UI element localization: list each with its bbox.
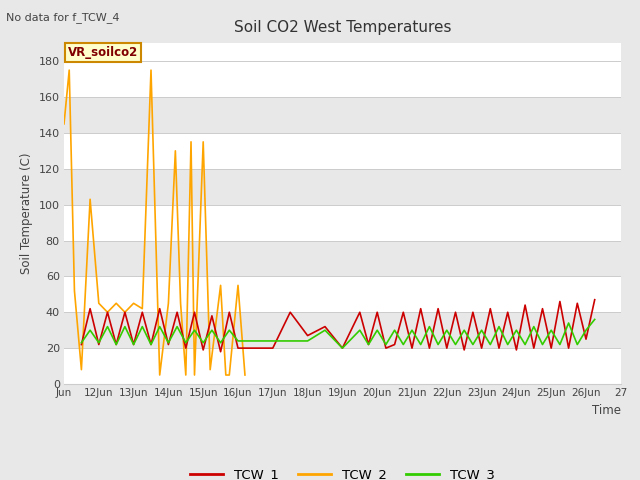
Y-axis label: Soil Temperature (C): Soil Temperature (C) (20, 153, 33, 275)
Title: Soil CO2 West Temperatures: Soil CO2 West Temperatures (234, 20, 451, 35)
Bar (64, 276, 621, 312)
X-axis label: Time: Time (592, 404, 621, 417)
Text: VR_soilco2: VR_soilco2 (67, 46, 138, 59)
Bar (64, 133, 621, 169)
Bar (64, 204, 621, 240)
Bar (64, 240, 621, 276)
Bar (64, 97, 621, 133)
Bar (64, 61, 621, 97)
Legend: TCW_1, TCW_2, TCW_3: TCW_1, TCW_2, TCW_3 (185, 463, 500, 480)
Bar (64, 312, 621, 348)
Bar (64, 348, 621, 384)
Text: No data for f_TCW_4: No data for f_TCW_4 (6, 12, 120, 23)
Bar (64, 169, 621, 204)
